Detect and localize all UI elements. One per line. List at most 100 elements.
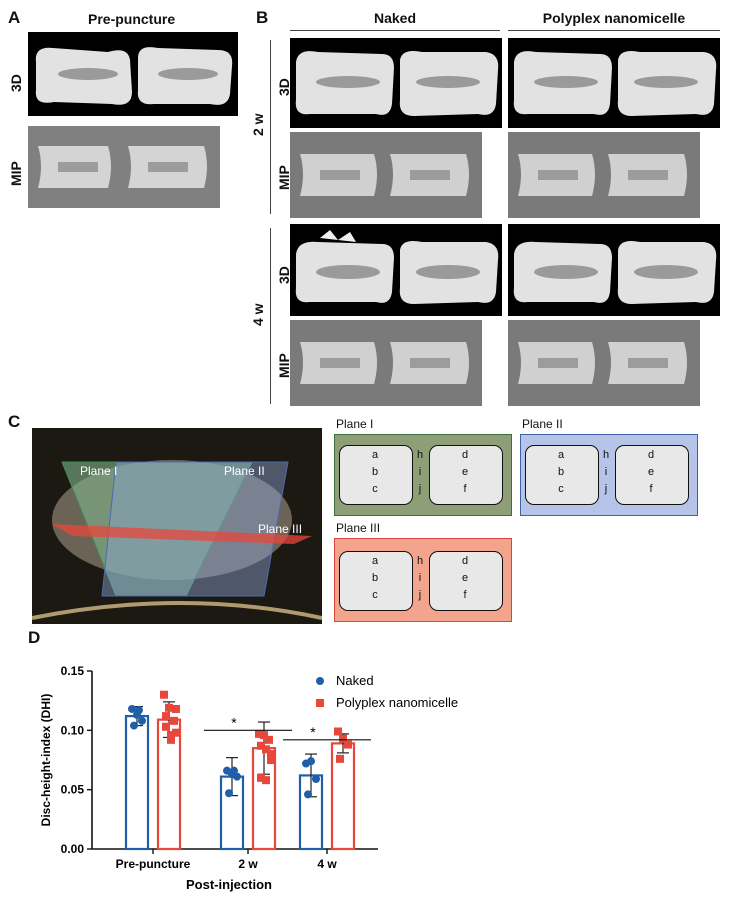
bar-circle bbox=[124, 714, 150, 851]
data-point bbox=[312, 774, 320, 783]
y-axis-title: Disc-height-index (DHI) bbox=[39, 694, 53, 827]
plane-1-label-e: e bbox=[461, 466, 469, 478]
data-point bbox=[260, 731, 268, 740]
plane-2-label-c: c bbox=[558, 483, 564, 495]
y-tick-label: 0.00 bbox=[61, 842, 85, 856]
data-point bbox=[167, 735, 175, 744]
naked-4w-mip-image bbox=[290, 320, 482, 406]
panel-c-letter: C bbox=[8, 412, 21, 431]
data-point bbox=[162, 722, 170, 731]
x-tick-label: Pre-puncture bbox=[116, 857, 191, 871]
plane-3-label-i: i bbox=[418, 572, 422, 584]
polyplex-4w-3d-render bbox=[513, 241, 717, 304]
plane-1-right-vertebra bbox=[429, 445, 503, 505]
plane-3-label-c: c bbox=[372, 589, 378, 601]
vertebrae-mip-render bbox=[28, 126, 220, 208]
legend-label: Polyplex nanomicelle bbox=[336, 695, 458, 710]
plane-2-right-vertebra bbox=[615, 445, 689, 505]
x-tick-label: 4 w bbox=[317, 857, 337, 871]
data-point bbox=[138, 716, 146, 725]
data-point bbox=[304, 790, 312, 799]
plane-1-title: Plane I bbox=[336, 417, 374, 431]
panel-a-row-3d: 3D bbox=[8, 74, 24, 92]
plane-overlay-render bbox=[32, 428, 322, 624]
naked-2w-3d-image bbox=[290, 38, 502, 128]
plane-3-label-f: f bbox=[463, 589, 467, 601]
data-point bbox=[339, 734, 347, 743]
plane-1-label-j: j bbox=[418, 483, 422, 495]
plane-2-label-a: a bbox=[557, 449, 565, 461]
data-point bbox=[172, 728, 180, 737]
data-point bbox=[230, 766, 238, 775]
dhi-bar-chart: 0.00 0.05 0.10 0.15 Disc-height-index (DHI) P… bbox=[39, 664, 458, 892]
plane-1-label-b: b bbox=[371, 466, 379, 478]
plane-3-label-d: d bbox=[461, 555, 469, 567]
data-point bbox=[233, 772, 241, 781]
plane-1-label-f: f bbox=[463, 483, 467, 495]
plane-3-title: Plane III bbox=[336, 521, 381, 535]
polyplex-4w-mip-render bbox=[518, 342, 687, 384]
time-rule-4w bbox=[270, 228, 271, 404]
plane-2-label-h: h bbox=[602, 449, 610, 461]
data-point bbox=[257, 773, 265, 782]
plane-2-label-f: f bbox=[649, 483, 653, 495]
data-point bbox=[336, 754, 344, 763]
plane-3-right-vertebra bbox=[429, 551, 503, 611]
data-point bbox=[262, 776, 270, 785]
panel-d-letter: D bbox=[28, 628, 41, 647]
data-point bbox=[267, 756, 275, 764]
significance-star: * bbox=[310, 724, 316, 740]
column-header-naked: Naked bbox=[373, 10, 417, 26]
significance-star: * bbox=[231, 714, 237, 730]
polyplex-4w-mip-image bbox=[508, 320, 700, 406]
plane-2-label-d: d bbox=[647, 449, 655, 461]
plane-2-label-j: j bbox=[604, 483, 608, 495]
data-point bbox=[262, 745, 270, 754]
naked-4w-3d-image bbox=[290, 224, 502, 316]
plane-2-label-b: b bbox=[557, 466, 565, 478]
plane-2-label-i: i bbox=[604, 466, 608, 478]
data-point bbox=[225, 789, 233, 798]
data-point bbox=[265, 735, 273, 744]
naked-2w-mip-render bbox=[300, 154, 469, 196]
data-point bbox=[167, 731, 175, 740]
y-tick-label: 0.10 bbox=[61, 723, 85, 737]
plane-3-label-h: h bbox=[416, 555, 424, 567]
legend-marker-square bbox=[316, 699, 324, 707]
overlay-label-plane-1: Plane I bbox=[80, 464, 118, 478]
data-point bbox=[130, 721, 138, 730]
panel-a-row-mip: MIP bbox=[8, 161, 24, 186]
data-point bbox=[170, 716, 178, 725]
panel-a-letter: A bbox=[8, 8, 21, 27]
data-point bbox=[307, 757, 315, 766]
plane-2-label-e: e bbox=[647, 466, 655, 478]
data-point bbox=[160, 690, 168, 699]
plane-2-title: Plane II bbox=[522, 417, 563, 431]
plane-1-label-c: c bbox=[372, 483, 378, 495]
legend-label: Naked bbox=[336, 673, 374, 688]
polyplex-4w-3d-image bbox=[508, 224, 720, 316]
plane-1-schematic: a b c h i j d e f bbox=[334, 434, 512, 516]
legend-marker-circle bbox=[316, 677, 324, 685]
column-rule-polyplex bbox=[508, 30, 720, 31]
x-tick-label: 2 w bbox=[238, 857, 258, 871]
plane-3-label-b: b bbox=[371, 572, 379, 584]
naked-4w-mip-render bbox=[300, 342, 469, 384]
plane-overlay-image: Plane I Plane II Plane III bbox=[32, 428, 322, 624]
plane-1-left-vertebra bbox=[339, 445, 413, 505]
data-point bbox=[344, 740, 352, 749]
plane-1-label-d: d bbox=[461, 449, 469, 461]
naked-2w-3d-render bbox=[295, 51, 499, 116]
plane-1-label-i: i bbox=[418, 466, 422, 478]
plane-2-left-vertebra bbox=[525, 445, 599, 505]
data-point bbox=[334, 727, 342, 736]
polyplex-2w-3d-image bbox=[508, 38, 720, 128]
panel-b-letter: B bbox=[256, 8, 269, 27]
plane-3-label-j: j bbox=[418, 589, 422, 601]
plane-1-label-h: h bbox=[416, 449, 424, 461]
overlay-label-plane-3: Plane III bbox=[258, 522, 303, 536]
data-point bbox=[172, 704, 180, 713]
time-label-4w: 4 w bbox=[250, 303, 266, 326]
column-rule-naked bbox=[290, 30, 500, 31]
polyplex-2w-mip-image bbox=[508, 132, 700, 218]
